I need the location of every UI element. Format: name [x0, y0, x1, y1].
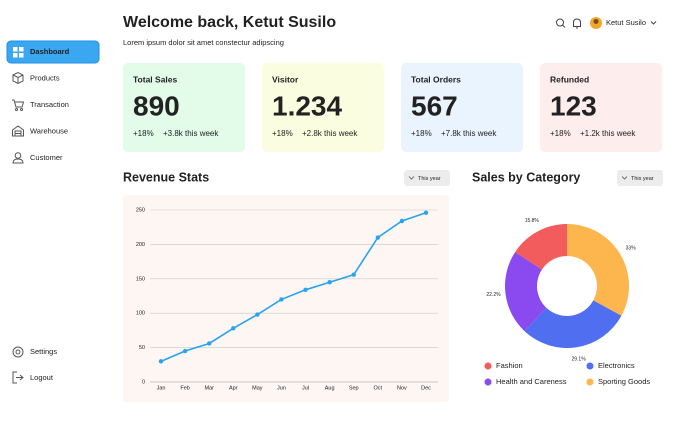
page-subtitle: Lorem ipsum dolor sit amet constectur ad…	[123, 38, 284, 47]
nav-label[interactable]: Warehouse	[30, 126, 68, 135]
card-week: +7.8k this week	[441, 129, 497, 138]
card-title: Visitor	[272, 74, 299, 84]
dropdown-chevron	[408, 176, 415, 180]
x-tick-label: Jun	[277, 385, 286, 391]
nav-icon	[12, 99, 25, 111]
search-icon[interactable]	[556, 18, 566, 28]
page-title: Welcome back, Ketut Susilo	[123, 14, 336, 31]
period-dropdown[interactable]	[404, 170, 450, 186]
nav-icon	[12, 371, 24, 384]
data-point	[231, 326, 236, 331]
y-tick-label: 100	[136, 311, 145, 317]
card-change: +18%	[133, 129, 154, 138]
x-tick-label: Nov	[397, 385, 407, 391]
data-point	[351, 272, 356, 277]
nav-label[interactable]: Settings	[30, 347, 57, 356]
data-point	[279, 297, 284, 302]
card-week: +3.8k this week	[163, 129, 219, 138]
legend-label: Fashion	[496, 361, 523, 370]
legend-swatch	[484, 378, 492, 386]
legend-label: Health and Careness	[496, 377, 567, 386]
data-point	[206, 341, 212, 346]
revenue-line	[160, 211, 427, 363]
chart-title: Sales by Category	[472, 170, 580, 184]
y-tick-label: 0	[142, 379, 145, 385]
card-title: Total Orders	[411, 74, 461, 84]
period-dropdown[interactable]	[617, 170, 663, 186]
donut-slice	[505, 252, 547, 332]
x-tick-label: Aug	[325, 385, 335, 391]
stat-card	[123, 63, 245, 152]
data-point	[303, 287, 308, 293]
x-tick-label: Mar	[204, 385, 214, 391]
card-title: Refunded	[550, 74, 589, 84]
x-tick-label: Sep	[349, 385, 359, 391]
nav-icon	[12, 71, 24, 85]
card-change: +18%	[550, 129, 571, 138]
card-value: 1.234	[272, 90, 342, 121]
slice-label: 22.2%	[486, 292, 501, 298]
x-tick-label: Oct	[374, 385, 383, 391]
nav-icon	[12, 125, 24, 137]
slice-label: 29.1%	[571, 356, 586, 362]
slice-label: 33%	[626, 246, 637, 252]
dropdown-chevron	[621, 176, 628, 180]
revenue-panel	[123, 195, 449, 402]
bell-icon[interactable]	[573, 18, 581, 29]
nav-label[interactable]: Transaction	[30, 100, 69, 109]
dropdown-label[interactable]: This year	[631, 176, 654, 182]
legend-swatch	[484, 362, 492, 370]
card-week: +1.2k this week	[580, 129, 636, 138]
data-point	[255, 312, 260, 317]
legend-label: Sporting Goods	[598, 377, 650, 386]
donut-slice	[515, 224, 567, 270]
x-tick-label: Feb	[180, 385, 189, 391]
x-tick-label: May	[252, 385, 263, 391]
dropdown-label[interactable]: This year	[418, 176, 441, 182]
nav-active-bg	[6, 40, 100, 64]
stat-card	[540, 63, 662, 152]
data-point	[182, 348, 188, 354]
donut-slice	[567, 224, 629, 316]
data-point	[158, 359, 164, 364]
legend-swatch	[586, 378, 594, 386]
legend-swatch	[586, 362, 594, 370]
donut-slice	[524, 300, 622, 348]
stat-card	[401, 63, 523, 152]
card-change: +18%	[411, 129, 432, 138]
card-value: 123	[550, 90, 597, 121]
stat-card	[262, 63, 384, 152]
nav-label[interactable]: Dashboard	[30, 47, 70, 56]
user-menu[interactable]: Ketut Susilo	[590, 17, 657, 29]
x-tick-label: Jul	[302, 385, 309, 391]
nav-icon	[12, 152, 24, 164]
x-tick-label: Jan	[157, 385, 166, 391]
data-point	[375, 235, 381, 240]
card-value: 567	[411, 90, 458, 121]
chart-title: Revenue Stats	[123, 170, 209, 184]
data-point	[327, 280, 332, 285]
x-tick-label: Dec	[421, 385, 431, 391]
card-week: +2.8k this week	[302, 129, 358, 138]
data-point	[399, 218, 405, 224]
y-tick-label: 150	[136, 276, 145, 282]
y-tick-label: 200	[136, 242, 145, 248]
nav-label[interactable]: Logout	[30, 373, 54, 382]
y-tick-label: 250	[136, 207, 145, 213]
y-tick-label: 50	[139, 345, 145, 351]
data-point	[423, 210, 429, 215]
card-value: 890	[133, 90, 180, 121]
nav-label[interactable]: Customer	[30, 153, 63, 162]
slice-label: 15.8%	[525, 218, 540, 224]
nav-icon	[12, 346, 24, 358]
card-change: +18%	[272, 129, 293, 138]
card-title: Total Sales	[133, 74, 178, 84]
nav-label[interactable]: Products	[30, 73, 60, 82]
user-name: Ketut Susilo	[606, 18, 646, 27]
legend-label: Electronics	[598, 361, 635, 370]
x-tick-label: Apr	[229, 385, 238, 391]
nav-icon	[13, 47, 24, 58]
